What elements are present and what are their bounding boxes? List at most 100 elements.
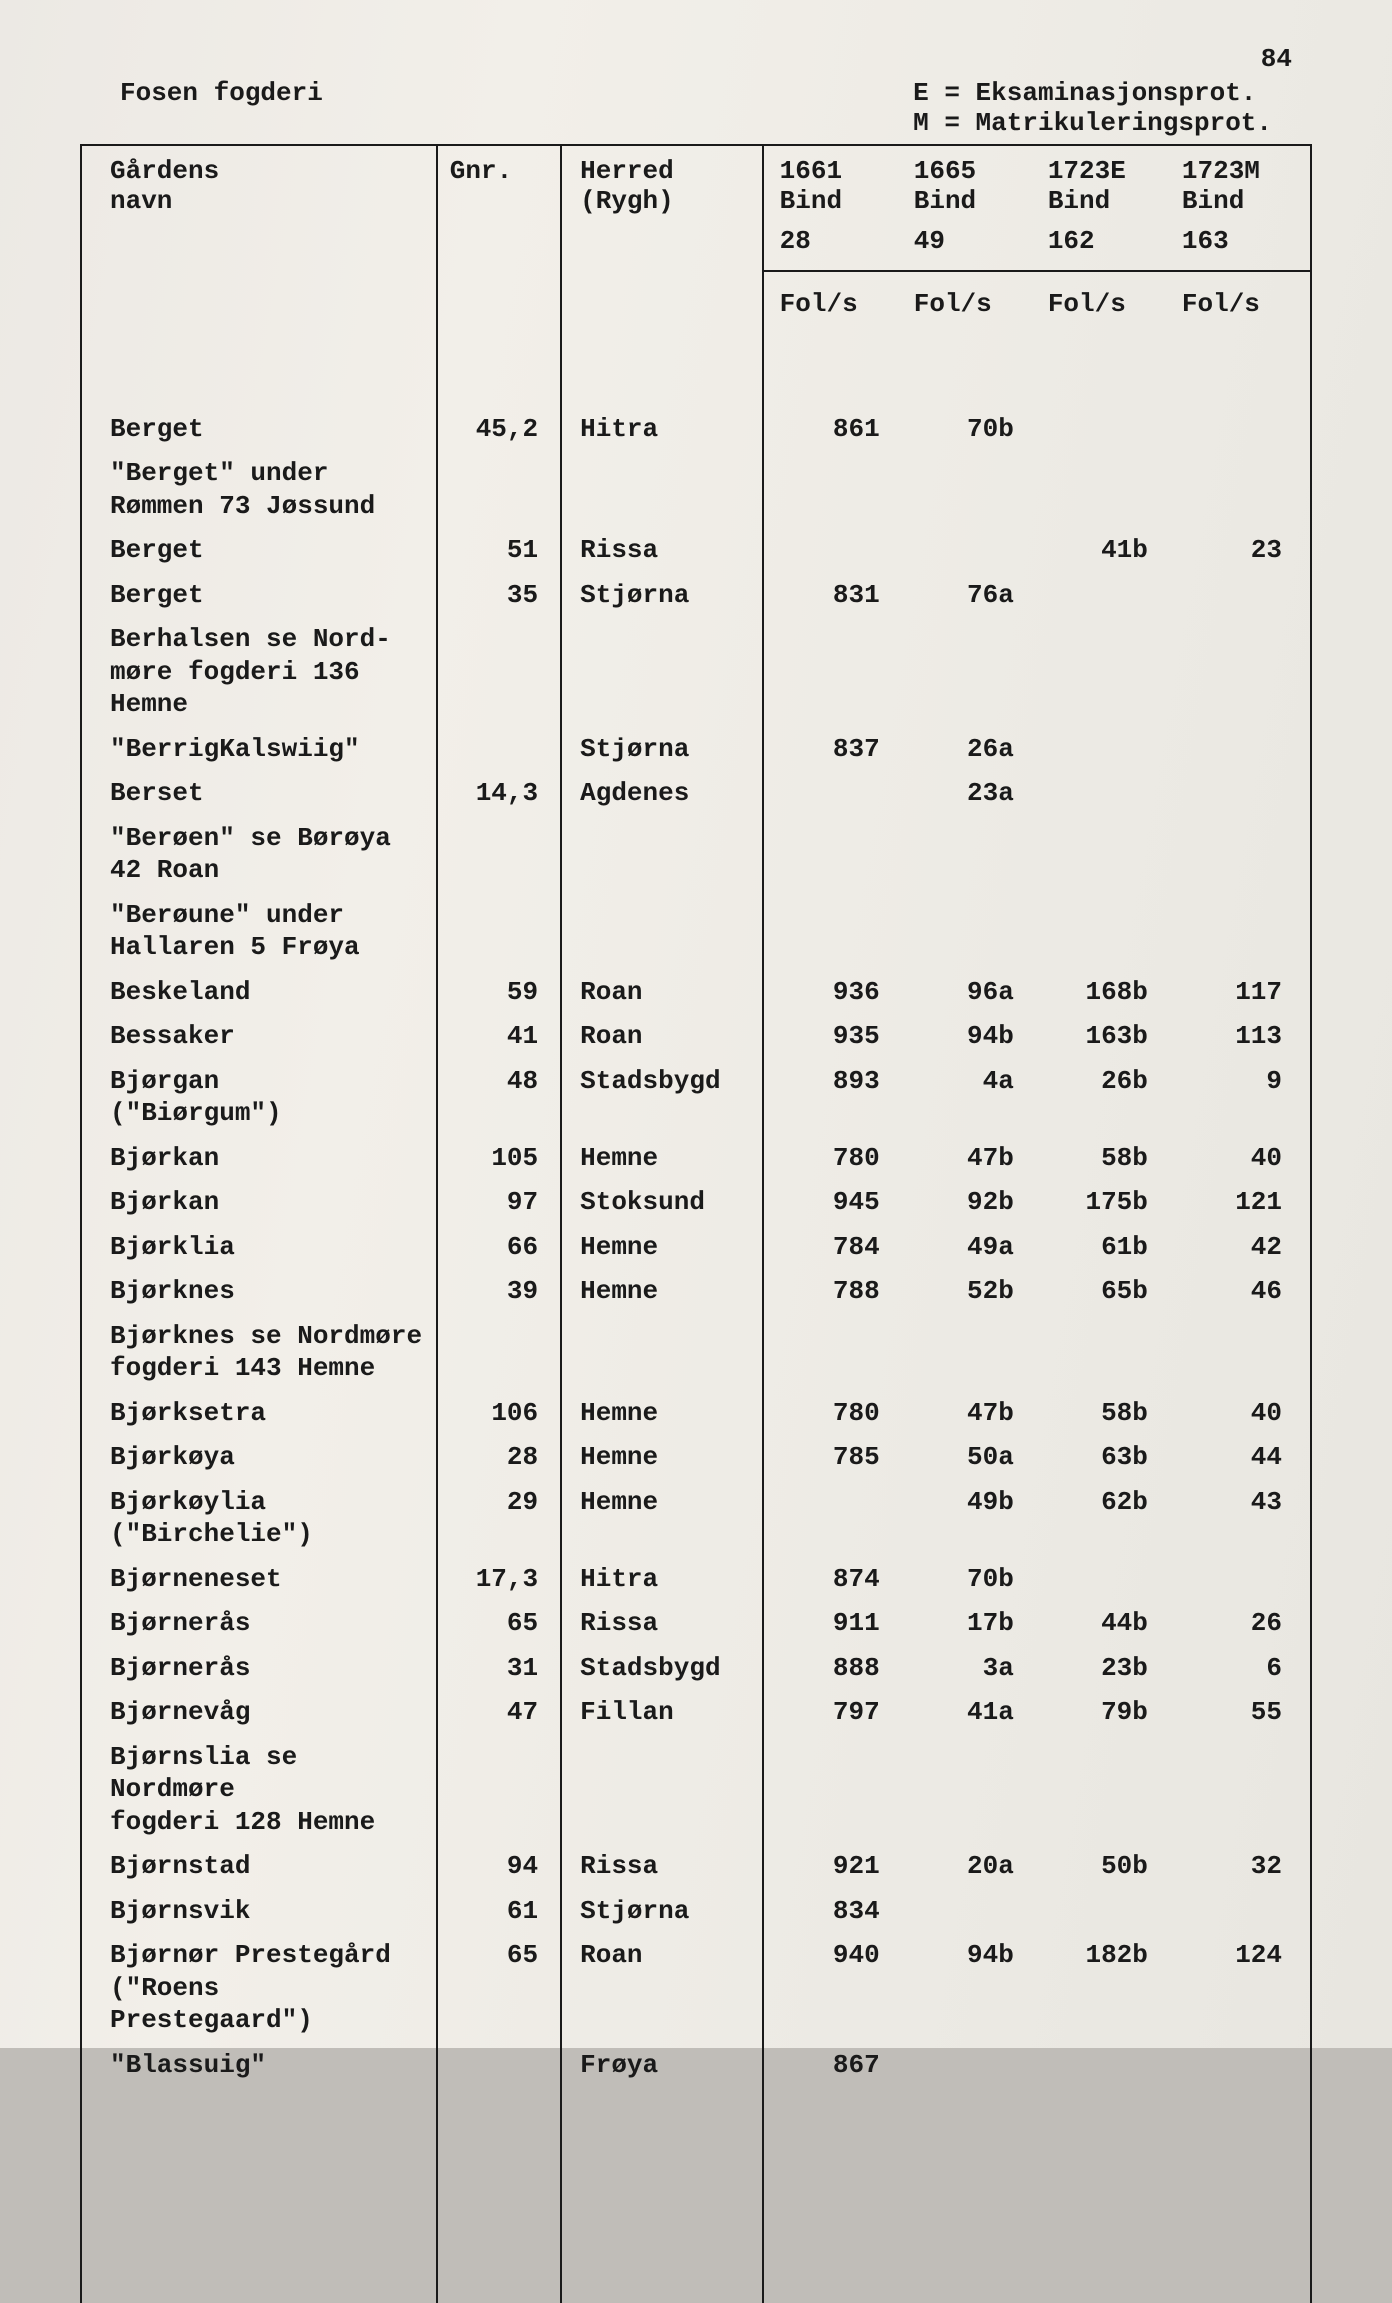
table-cell: Bjørkøylia ("Birchelie") — [81, 1480, 437, 1557]
table-cell: 861 — [763, 407, 898, 452]
table-cell: 17,3 — [437, 1557, 561, 1602]
table-cell: Bjørnslia se Nordmøre fogderi 128 Hemne — [81, 1735, 437, 1845]
table-cell — [1166, 1314, 1311, 1391]
table-cell — [763, 1314, 898, 1391]
table-cell — [561, 1735, 763, 1845]
header-left: Fosen fogderi — [120, 78, 323, 138]
table-row: Bjørksetra106Hemne78047b58b40 — [81, 1391, 1311, 1436]
table-cell: 49a — [898, 1225, 1032, 1270]
table-cell: 940 — [763, 1933, 898, 2043]
table-row: Bjørnevåg47Fillan79741a79b55 — [81, 1690, 1311, 1735]
table-cell — [1166, 771, 1311, 816]
table-cell: 61 — [437, 1889, 561, 1934]
table-row: Bjørnerås31Stadsbygd8883a23b6 — [81, 1646, 1311, 1691]
table-row: Bjørkøylia ("Birchelie")29Hemne49b62b43 — [81, 1480, 1311, 1557]
table-cell — [898, 2043, 1032, 2088]
table-row: Bjørgan ("Biørgum")48Stadsbygd8934a26b9 — [81, 1059, 1311, 1136]
table-cell — [1166, 816, 1311, 893]
table-row: Bessaker41Roan93594b163b113 — [81, 1014, 1311, 1059]
table-row: Bjørnstad94Rissa92120a50b32 — [81, 1844, 1311, 1889]
table-cell: 47 — [437, 1690, 561, 1735]
table-cell: Bjørknes se Nordmøre fogderi 143 Hemne — [81, 1314, 437, 1391]
table-cell: 59 — [437, 970, 561, 1015]
table-row: Bjørkøya28Hemne78550a63b44 — [81, 1435, 1311, 1480]
col-header-bind-49: 49 — [898, 216, 1032, 271]
table-cell — [1032, 1735, 1166, 1845]
table-cell — [898, 1314, 1032, 1391]
table-cell: Hitra — [561, 1557, 763, 1602]
table-row: Berhalsen se Nord- møre fogderi 136 Hemn… — [81, 617, 1311, 727]
table-row: Berset14,3Agdenes23a — [81, 771, 1311, 816]
table-cell: 63b — [1032, 1435, 1166, 1480]
table-cell: 66 — [437, 1225, 561, 1270]
register-table: Gårdens navn Gnr. Herred (Rygh) 1661 Bin… — [80, 144, 1312, 2303]
table-cell: Bjørneneset — [81, 1557, 437, 1602]
table-cell: 51 — [437, 528, 561, 573]
table-cell: Bjørkøya — [81, 1435, 437, 1480]
table-cell — [763, 1735, 898, 1845]
table-cell — [763, 771, 898, 816]
table-cell: 121 — [1166, 1180, 1311, 1225]
table-cell: Stjørna — [561, 573, 763, 618]
table-cell — [561, 1314, 763, 1391]
table-cell: 3a — [898, 1646, 1032, 1691]
table-cell: Rissa — [561, 1601, 763, 1646]
table-cell: 46 — [1166, 1269, 1311, 1314]
table-cell: 55 — [1166, 1690, 1311, 1735]
table-cell: 14,3 — [437, 771, 561, 816]
table-cell — [898, 451, 1032, 528]
header-right: E = Eksaminasjonsprot. M = Matrikulering… — [913, 78, 1272, 138]
table-cell: 874 — [763, 1557, 898, 1602]
table-cell: 26 — [1166, 1601, 1311, 1646]
col-header-name: Gårdens navn — [81, 145, 437, 271]
table-cell: 65 — [437, 1933, 561, 2043]
table-row: Bjørkan97Stoksund94592b175b121 — [81, 1180, 1311, 1225]
fol-label-4: Fol/s — [1166, 271, 1311, 335]
table-cell: Frøya — [561, 2043, 763, 2088]
table-cell: 47b — [898, 1136, 1032, 1181]
table-cell: 94b — [898, 1014, 1032, 1059]
table-cell: Bjørgan ("Biørgum") — [81, 1059, 437, 1136]
table-cell: 893 — [763, 1059, 898, 1136]
table-cell: 94b — [898, 1933, 1032, 2043]
table-cell — [763, 816, 898, 893]
table-cell — [437, 1314, 561, 1391]
table-row: "Berøen" se Børøya 42 Roan — [81, 816, 1311, 893]
table-cell: 831 — [763, 573, 898, 618]
table-cell: 23 — [1166, 528, 1311, 573]
table-cell: 43 — [1166, 1480, 1311, 1557]
table-row: Berget35Stjørna83176a — [81, 573, 1311, 618]
table-cell — [1032, 573, 1166, 618]
table-cell: 182b — [1032, 1933, 1166, 2043]
table-cell: "Berøune" under Hallaren 5 Frøya — [81, 893, 437, 970]
table-cell: Roan — [561, 970, 763, 1015]
table-cell — [437, 2043, 561, 2088]
table-cell: 117 — [1166, 970, 1311, 1015]
table-cell: Hemne — [561, 1225, 763, 1270]
table-cell: 888 — [763, 1646, 898, 1691]
table-cell — [561, 816, 763, 893]
table-cell: Bessaker — [81, 1014, 437, 1059]
table-body: Fol/s Fol/s Fol/s Fol/s Berget45,2Hitra8… — [81, 271, 1311, 2303]
table-cell — [1032, 1889, 1166, 1934]
table-cell: Berset — [81, 771, 437, 816]
table-cell — [1166, 617, 1311, 727]
document-page: 84 Fosen fogderi E = Eksaminasjonsprot. … — [0, 0, 1392, 2048]
table-cell: 837 — [763, 727, 898, 772]
table-row: Bjørneneset17,3Hitra87470b — [81, 1557, 1311, 1602]
table-cell — [1166, 407, 1311, 452]
table-cell: 163b — [1032, 1014, 1166, 1059]
table-cell: 79b — [1032, 1690, 1166, 1735]
table-row: Berget45,2Hitra86170b — [81, 407, 1311, 452]
table-cell: Bjørklia — [81, 1225, 437, 1270]
table-row: Berget51Rissa41b23 — [81, 528, 1311, 573]
table-cell — [1032, 451, 1166, 528]
col-header-1661: 1661 Bind — [763, 145, 898, 216]
table-cell: Agdenes — [561, 771, 763, 816]
table-cell — [1032, 407, 1166, 452]
table-cell: 58b — [1032, 1136, 1166, 1181]
table-cell: 41 — [437, 1014, 561, 1059]
table-cell: 52b — [898, 1269, 1032, 1314]
table-cell: Berhalsen se Nord- møre fogderi 136 Hemn… — [81, 617, 437, 727]
table-cell: 28 — [437, 1435, 561, 1480]
